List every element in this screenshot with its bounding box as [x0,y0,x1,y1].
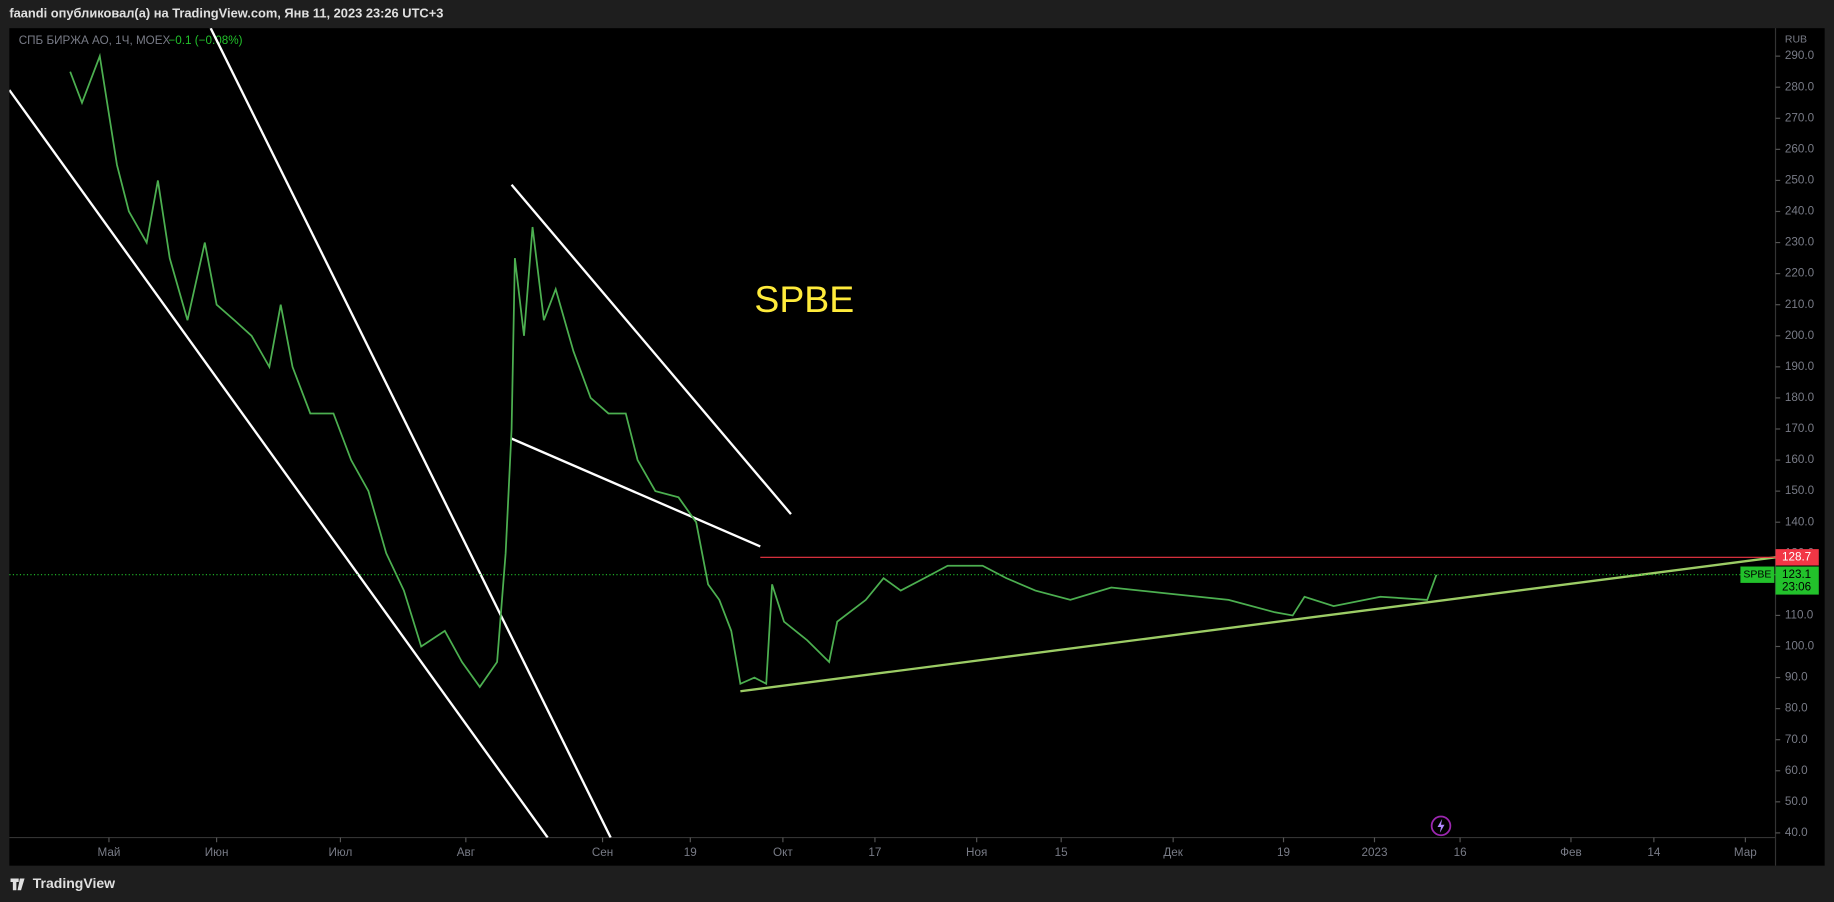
y-tick-label: 70.0 [1785,733,1808,746]
x-tick-label: 2023 [1361,846,1387,859]
trend-line [510,184,792,515]
y-tick-label: 80.0 [1785,702,1808,715]
y-tick-label: 140.0 [1785,515,1815,528]
y-tick-label: 100.0 [1785,640,1815,653]
x-tick-label: Май [97,846,120,859]
alert-icon [1430,815,1452,837]
x-tick-label: Фев [1560,846,1582,859]
y-tick-label: 210.0 [1785,298,1815,311]
y-tick-label: 110.0 [1785,609,1814,622]
last-price-box [1775,566,1819,595]
x-tick-label: 19 [1277,846,1290,859]
y-tick-label: 50.0 [1785,795,1808,808]
y-tick-label: 160.0 [1785,453,1815,466]
trend-line [9,89,549,838]
brand-name: TradingView [33,875,115,891]
trend-line [740,556,1776,693]
x-tick-label: Дек [1163,846,1183,859]
x-tick-label: 15 [1055,846,1069,859]
y-tick-label: 260.0 [1785,142,1815,155]
y-tick-label: 220.0 [1785,267,1815,280]
y-tick-label: 230.0 [1785,236,1815,249]
x-tick-label: Ноя [966,846,987,859]
resistance-label-box [1775,549,1819,566]
trend-line [209,28,612,838]
symbol-legend: СПБ БИРЖА АО, 1Ч, MOEX [19,34,171,47]
chart-title: SPBE [754,278,854,320]
y-tick-label: 290.0 [1785,49,1815,62]
y-tick-label: 200.0 [1785,329,1815,342]
last-price-time: 23:06 [1782,581,1811,594]
x-tick-label: 19 [684,846,697,859]
alert-circle [1430,815,1452,837]
header-text: faandi опубликовал(а) на TradingView.com… [9,6,443,21]
currency-label: RUB [1785,34,1807,46]
x-tick-label: Окт [773,846,793,859]
last-price-label: 123.1 [1782,568,1811,581]
y-tick-label: 150.0 [1785,484,1815,497]
y-tick-label: 40.0 [1785,826,1808,839]
y-tick-label: 60.0 [1785,764,1808,777]
change-legend: −0.1 (−0.08%) [168,34,242,47]
brand-logo [10,878,25,891]
x-tick-label: 14 [1647,846,1661,859]
trend-line [511,437,761,548]
y-tick-label: 180.0 [1785,391,1815,404]
x-tick-label: Авг [457,846,475,859]
alert-bolt [1437,818,1445,833]
resistance-label: 128.7 [1782,550,1811,563]
x-tick-label: 17 [868,846,881,859]
y-tick-label: 240.0 [1785,205,1815,218]
symbol-label: SPBE [1743,568,1771,580]
footer: TradingView [10,875,115,891]
y-tick-label: 250.0 [1785,174,1815,187]
plot-background [9,28,1825,866]
x-tick-label: Июл [329,846,353,859]
x-tick-label: Мар [1734,846,1757,859]
y-tick-label: 170.0 [1785,422,1815,435]
x-tick-label: 16 [1454,846,1467,859]
x-tick-label: Сен [592,846,613,859]
price-line [69,52,1438,689]
y-tick-label: 280.0 [1785,80,1815,93]
y-tick-label: 90.0 [1785,671,1808,684]
y-tick-label: 190.0 [1785,360,1815,373]
plot-area [9,28,1776,838]
symbol-label-box [1740,566,1775,583]
x-tick-label: Июн [205,846,229,859]
y-tick-label: 270.0 [1785,111,1815,124]
